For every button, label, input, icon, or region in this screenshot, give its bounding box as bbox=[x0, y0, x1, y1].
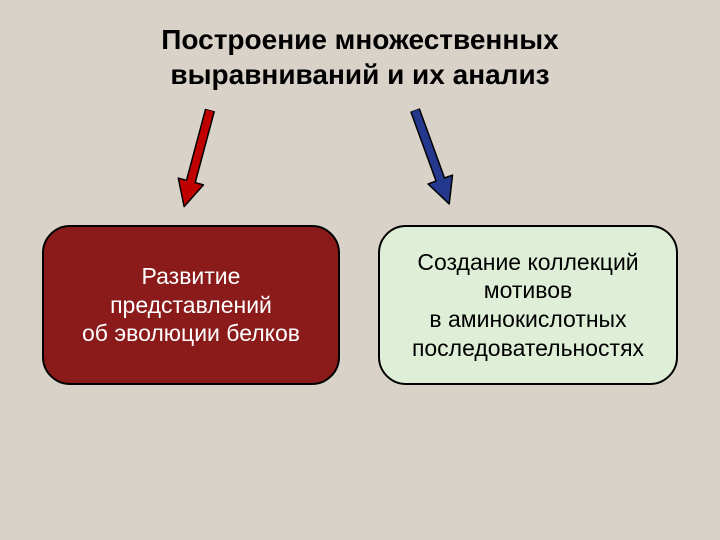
box-left-text: Развитие представлений об эволюции белко… bbox=[82, 262, 300, 348]
arrow-right bbox=[401, 105, 466, 216]
arrow-left bbox=[168, 106, 225, 217]
concept-box-left: Развитие представлений об эволюции белко… bbox=[42, 225, 340, 385]
title-line2: выравниваний и их анализ bbox=[0, 57, 720, 92]
title-line1: Построение множественных bbox=[0, 22, 720, 57]
diagram-title: Построение множественных выравниваний и … bbox=[0, 22, 720, 92]
concept-box-right: Создание коллекций мотивов в аминокислот… bbox=[378, 225, 678, 385]
box-right-text: Создание коллекций мотивов в аминокислот… bbox=[412, 248, 644, 363]
